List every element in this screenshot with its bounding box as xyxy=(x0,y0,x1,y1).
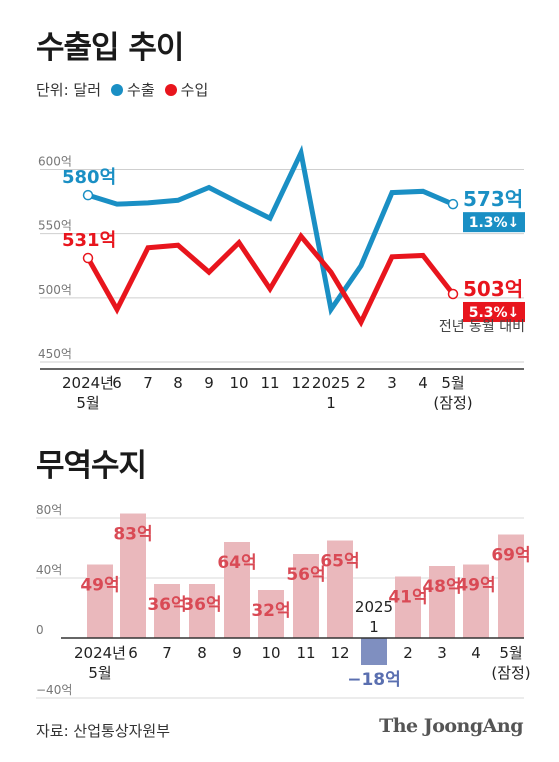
change-badge-label: 1.3%↓ xyxy=(469,215,520,231)
bar-value-label: 48억 xyxy=(422,577,461,597)
import-legend-label: 수입 xyxy=(180,81,209,99)
end-value-label: 573억 xyxy=(463,187,523,211)
y-tick-label: 500억 xyxy=(38,283,72,297)
x-tick-label: 4 xyxy=(418,374,428,392)
export-legend-label: 수출 xyxy=(127,81,155,99)
x-tick-label: 4 xyxy=(471,644,481,662)
source-note: 자료: 산업통상자원부 xyxy=(36,722,171,740)
x-tick-label: 11 xyxy=(260,374,279,392)
x-tick-label: 3 xyxy=(387,374,397,392)
bar-value-label: 41억 xyxy=(388,588,427,608)
start-point-marker xyxy=(82,252,94,264)
line-chart-title: 수출입 추이 xyxy=(36,30,184,66)
x-tick-label: 12 xyxy=(330,644,349,662)
bar-value-label: −18억 xyxy=(347,670,401,690)
bar-value-label: 56억 xyxy=(286,565,325,585)
change-badge xyxy=(463,301,525,322)
x-tick-label: 8 xyxy=(173,374,183,392)
end-point-marker xyxy=(447,288,459,300)
bar-value-label: 83억 xyxy=(113,525,152,545)
x-tick-label: 11 xyxy=(296,644,315,662)
y-tick-label: 40억 xyxy=(36,563,62,577)
x-tick-label: 3 xyxy=(437,644,447,662)
brand-logo: The JoongAng xyxy=(379,715,523,737)
x-tick-label: 5월 (잠정) xyxy=(433,374,472,412)
bar xyxy=(463,564,489,638)
change-badge xyxy=(463,212,525,233)
import-line xyxy=(85,231,455,328)
comparison-note: 전년 동월 대비 xyxy=(439,319,525,335)
bar xyxy=(429,566,455,638)
bar xyxy=(120,513,146,638)
x-tick-label: 2025 1 xyxy=(355,598,393,636)
bar-value-label: 64억 xyxy=(217,553,256,573)
x-tick-label: 2 xyxy=(403,644,413,662)
x-tick-label: 9 xyxy=(232,644,242,662)
y-tick-label: 0 xyxy=(36,623,44,637)
x-tick-label: 12 xyxy=(291,374,310,392)
bar xyxy=(293,554,319,638)
bar-value-label: 36억 xyxy=(147,595,186,615)
bar xyxy=(87,564,113,638)
start-point-marker xyxy=(82,189,94,201)
change-badge-label: 5.3%↓ xyxy=(469,305,520,321)
export-line xyxy=(87,144,454,316)
x-tick-label: 2024년 5월 xyxy=(62,374,114,412)
x-tick-label: 10 xyxy=(229,374,248,392)
bar xyxy=(361,638,387,665)
start-value-label: 531억 xyxy=(62,230,116,251)
bar-value-label: 49억 xyxy=(456,576,495,596)
line-chart: 600억 550억 500억 450억 2024년 5월6 7 8 9 10 11 12 2025 1 2 3… xyxy=(38,144,525,412)
x-tick-label: 6 xyxy=(128,644,138,662)
y-tick-label: −40억 xyxy=(36,683,72,697)
end-point-marker xyxy=(447,198,459,210)
export-legend-dot xyxy=(111,83,124,96)
legend: 단위: 달러 수출 수입 xyxy=(36,79,208,100)
x-tick-label: 2024년 5월 xyxy=(74,644,126,682)
x-tick-label: 9 xyxy=(204,374,214,392)
x-tick-label: 2025 1 xyxy=(312,374,350,412)
y-tick-label: 550억 xyxy=(38,219,72,233)
bar xyxy=(224,542,250,638)
bar-value-label: 65억 xyxy=(320,552,359,572)
x-tick-label: 6 xyxy=(112,374,122,392)
start-value-label: 580억 xyxy=(62,167,116,188)
x-tick-label: 10 xyxy=(261,644,280,662)
y-tick-label: 80억 xyxy=(36,503,62,517)
bar-value-label: 36억 xyxy=(182,595,221,615)
y-tick-label: 450억 xyxy=(38,347,72,361)
bar xyxy=(154,584,180,638)
bar xyxy=(395,576,421,638)
bar xyxy=(189,584,215,638)
bar-chart-title: 무역수지 xyxy=(36,448,147,484)
y-tick-label: 600억 xyxy=(38,155,72,169)
import-legend-dot xyxy=(164,83,177,96)
bar xyxy=(258,590,284,638)
unit-label: 단위: 달러 xyxy=(36,81,102,99)
end-value-label: 503억 xyxy=(463,277,523,301)
x-tick-label: 2 xyxy=(356,374,366,392)
bar xyxy=(498,534,524,638)
bar xyxy=(327,540,353,638)
bar-value-label: 69억 xyxy=(491,546,530,566)
bar-value-label: 32억 xyxy=(251,601,290,621)
x-tick-label: 7 xyxy=(162,644,172,662)
x-tick-label: 5월 (잠정) xyxy=(491,644,530,682)
x-tick-label: 8 xyxy=(197,644,207,662)
x-tick-label: 7 xyxy=(143,374,153,392)
bar-value-label: 49억 xyxy=(80,576,119,596)
